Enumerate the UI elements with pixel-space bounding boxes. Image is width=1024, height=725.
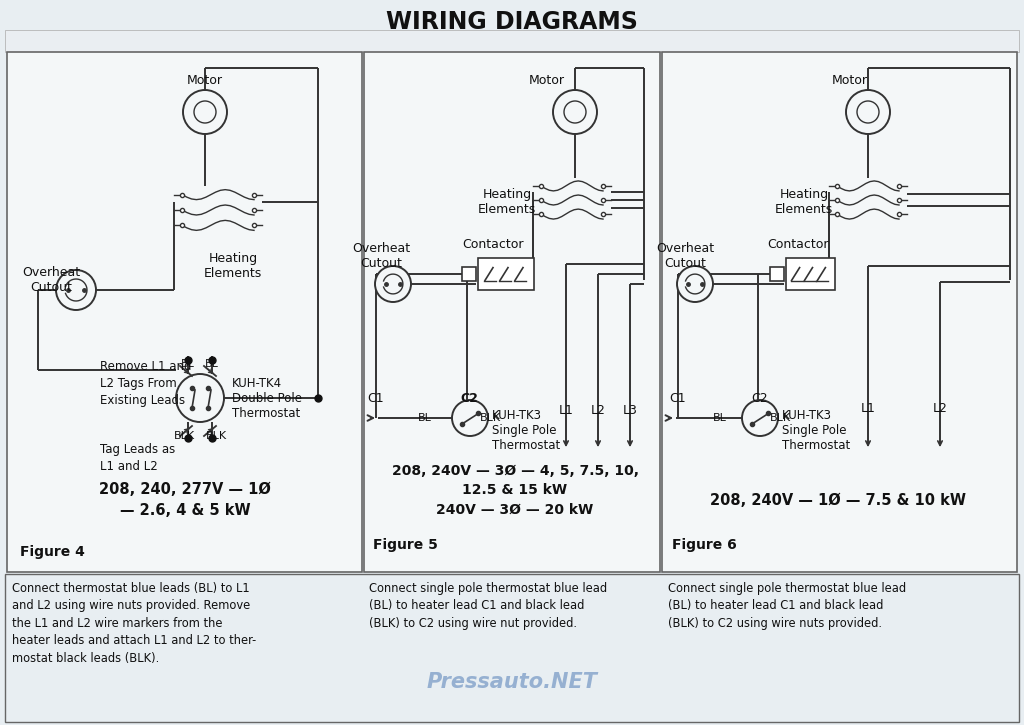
Text: 208, 240V — 1Ø — 7.5 & 10 kW: 208, 240V — 1Ø — 7.5 & 10 kW: [710, 492, 966, 507]
Circle shape: [56, 270, 96, 310]
Text: Remove L1 and
L2 Tags From
Existing Leads: Remove L1 and L2 Tags From Existing Lead…: [100, 360, 191, 407]
Text: L3: L3: [623, 404, 637, 416]
Text: BLK: BLK: [173, 431, 195, 441]
Bar: [662, 52, 1017, 572]
Text: BL: BL: [181, 359, 195, 369]
Text: Overheat
Cutout: Overheat Cutout: [656, 242, 714, 270]
Text: L1: L1: [558, 404, 573, 416]
Circle shape: [176, 374, 224, 422]
Circle shape: [846, 90, 890, 134]
Text: Pressauto.NET: Pressauto.NET: [427, 672, 597, 692]
Text: 208, 240, 277V — 1Ø
— 2.6, 4 & 5 kW: 208, 240, 277V — 1Ø — 2.6, 4 & 5 kW: [99, 482, 271, 518]
Bar: [364, 52, 660, 572]
Bar: [5, 30, 1019, 52]
Text: Heating
Elements: Heating Elements: [204, 252, 262, 280]
Circle shape: [183, 90, 227, 134]
Bar: [7, 52, 362, 572]
Bar: [462, 267, 476, 281]
Text: Connect single pole thermostat blue lead
(BL) to heater lead C1 and black lead
(: Connect single pole thermostat blue lead…: [369, 582, 607, 630]
Text: KUH-TK3
Single Pole
Thermostat: KUH-TK3 Single Pole Thermostat: [492, 408, 560, 452]
Bar: [786, 258, 835, 290]
Text: Connect thermostat blue leads (BL) to L1
and L2 using wire nuts provided. Remove: Connect thermostat blue leads (BL) to L1…: [12, 582, 256, 665]
Text: WIRING DIAGRAMS: WIRING DIAGRAMS: [386, 10, 638, 34]
Text: Figure 4: Figure 4: [20, 545, 85, 559]
Circle shape: [742, 400, 778, 436]
Bar: [5, 574, 1019, 722]
Text: Motor: Motor: [187, 73, 223, 86]
Text: BL: BL: [205, 359, 219, 369]
Text: Connect single pole thermostat blue lead
(BL) to heater lead C1 and black lead
(: Connect single pole thermostat blue lead…: [668, 582, 906, 630]
Text: BLK: BLK: [769, 413, 791, 423]
Circle shape: [677, 266, 713, 302]
Circle shape: [452, 400, 488, 436]
Text: Motor: Motor: [529, 73, 565, 86]
Text: BL: BL: [418, 413, 432, 423]
Text: L2: L2: [591, 404, 605, 416]
Text: Tag Leads as
L1 and L2: Tag Leads as L1 and L2: [100, 443, 175, 473]
Text: BLK: BLK: [206, 431, 226, 441]
Text: Heating
Elements: Heating Elements: [775, 188, 834, 216]
Text: C2: C2: [460, 392, 478, 405]
Text: Overheat
Cutout: Overheat Cutout: [352, 242, 410, 270]
Text: C2: C2: [752, 392, 768, 405]
Bar: [770, 267, 784, 281]
Text: BL: BL: [713, 413, 727, 423]
Text: C1: C1: [368, 392, 384, 405]
Text: KUH-TK3
Single Pole
Thermostat: KUH-TK3 Single Pole Thermostat: [782, 408, 850, 452]
Text: Figure 5: Figure 5: [373, 538, 438, 552]
Text: Overheat
Cutout: Overheat Cutout: [22, 266, 80, 294]
Circle shape: [375, 266, 411, 302]
Text: BLK: BLK: [479, 413, 501, 423]
Text: L2: L2: [933, 402, 947, 415]
Text: Contactor: Contactor: [767, 238, 828, 251]
Circle shape: [553, 90, 597, 134]
Text: C1: C1: [670, 392, 686, 405]
Text: Contactor: Contactor: [462, 238, 523, 251]
Text: Heating
Elements: Heating Elements: [478, 188, 537, 216]
Text: Figure 6: Figure 6: [672, 538, 736, 552]
Text: Motor: Motor: [831, 73, 868, 86]
Text: KUH-TK4
Double Pole
Thermostat: KUH-TK4 Double Pole Thermostat: [232, 376, 302, 420]
Bar: [478, 258, 534, 290]
Text: L1: L1: [860, 402, 876, 415]
Text: 208, 240V — 3Ø — 4, 5, 7.5, 10,
12.5 & 15 kW
240V — 3Ø — 20 kW: 208, 240V — 3Ø — 4, 5, 7.5, 10, 12.5 & 1…: [391, 463, 639, 516]
